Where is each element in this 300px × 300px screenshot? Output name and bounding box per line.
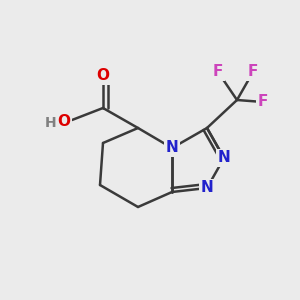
Text: F: F <box>248 64 258 80</box>
Text: N: N <box>201 181 213 196</box>
Text: O: O <box>58 115 70 130</box>
Text: F: F <box>258 94 268 110</box>
Text: N: N <box>166 140 178 155</box>
Text: O: O <box>97 68 110 83</box>
Text: H: H <box>45 116 57 130</box>
Text: N: N <box>218 151 230 166</box>
Text: F: F <box>213 64 223 80</box>
